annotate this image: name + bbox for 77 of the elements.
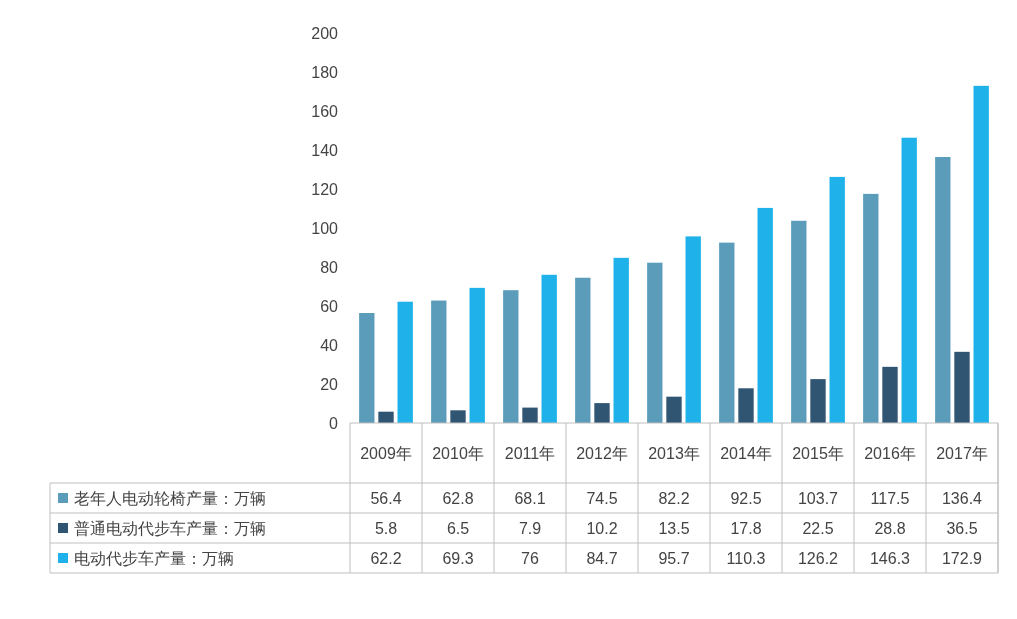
data-label: 110.3 [726,549,766,567]
bar [647,262,663,423]
data-label: 146.3 [869,549,911,567]
bar [541,274,557,423]
bar [575,277,591,423]
legend-label: 老年人电动轮椅产量：万辆 [74,489,266,507]
bar [757,207,773,423]
data-label: 22.5 [802,519,834,537]
bar [666,396,682,423]
x-tick-label: 2016年 [864,444,916,462]
bar [469,287,485,423]
data-label: 68.1 [514,489,546,507]
data-label: 76 [521,549,539,567]
data-label: 82.2 [658,489,690,507]
x-tick-label: 2014年 [720,444,772,462]
y-tick-label: 180 [311,63,339,81]
data-label: 6.5 [446,519,470,537]
data-label: 17.8 [730,519,762,537]
data-label: 56.4 [370,489,402,507]
bar [431,300,447,423]
data-label: 95.7 [658,549,690,567]
bar [829,176,845,423]
bar [613,257,629,423]
data-label: 36.5 [946,519,978,537]
y-tick-label: 60 [320,297,339,315]
y-tick-label: 20 [320,375,339,393]
bar [901,137,917,423]
data-label: 74.5 [586,489,618,507]
data-label: 103.7 [797,489,839,507]
bar [359,313,375,423]
data-label: 126.2 [797,549,839,567]
y-tick-label: 120 [311,180,339,198]
data-label: 84.7 [586,549,618,567]
x-tick-label: 2011年 [504,444,556,462]
bar [738,388,754,423]
x-tick-label: 2017年 [936,444,988,462]
bar [719,242,735,423]
data-label: 28.8 [874,519,906,537]
bar [954,351,970,423]
data-label: 7.9 [518,519,542,537]
bar [863,193,879,423]
data-label: 62.8 [442,489,474,507]
x-tick-label: 2009年 [360,444,412,462]
data-label: 69.3 [442,549,474,567]
legend-label: 电动代步车产量：万辆 [74,549,234,567]
bar [973,85,989,423]
bar [522,407,538,423]
x-tick-label: 2010年 [432,444,484,462]
data-label: 62.2 [370,549,402,567]
y-tick-label: 100 [311,219,339,237]
data-label: 13.5 [658,519,690,537]
x-tick-label: 2015年 [792,444,844,462]
bar [450,410,466,423]
legend-label: 普通电动代步车产量：万辆 [74,519,266,537]
y-tick-label: 40 [320,336,339,354]
data-label: 136.4 [941,489,983,507]
data-label: 92.5 [730,489,762,507]
bar [397,301,413,423]
data-label: 172.9 [941,549,983,567]
bar [791,220,807,423]
bar [378,411,394,423]
y-tick-label: 140 [311,141,339,159]
x-tick-label: 2013年 [648,444,700,462]
bar [685,236,701,423]
bar [503,290,519,423]
x-tick-label: 2012年 [576,444,628,462]
bar [594,403,610,423]
y-tick-label: 0 [329,414,339,432]
bar [935,157,951,423]
data-label: 10.2 [586,519,618,537]
bar [810,379,826,423]
bar [882,366,898,423]
y-tick-label: 200 [311,24,339,42]
data-label: 5.8 [374,519,398,537]
data-label: 117.5 [870,489,910,507]
y-tick-label: 160 [311,102,339,120]
y-tick-label: 80 [320,258,339,276]
